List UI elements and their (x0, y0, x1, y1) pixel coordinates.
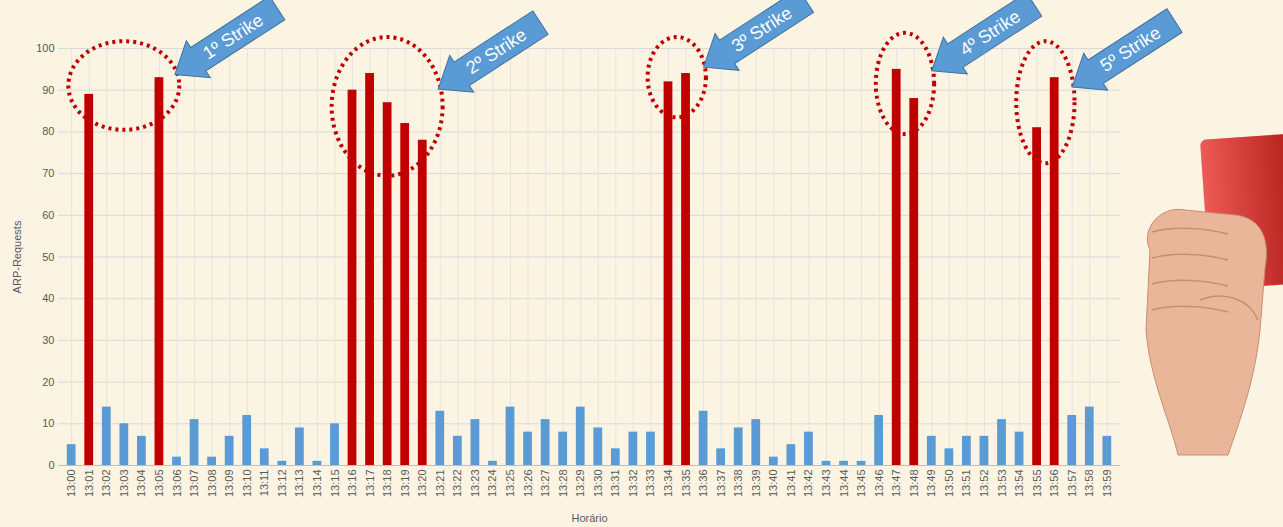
svg-text:13:31: 13:31 (609, 470, 621, 498)
svg-text:13:59: 13:59 (1101, 470, 1113, 498)
svg-text:13:01: 13:01 (83, 470, 95, 498)
svg-text:13:23: 13:23 (469, 470, 481, 498)
svg-text:13:05: 13:05 (153, 470, 165, 498)
svg-text:13:53: 13:53 (996, 470, 1008, 498)
svg-text:13:49: 13:49 (925, 470, 937, 498)
svg-text:13:33: 13:33 (644, 470, 656, 498)
svg-text:13:06: 13:06 (171, 470, 183, 498)
svg-text:60: 60 (42, 209, 54, 221)
svg-text:13:57: 13:57 (1066, 470, 1078, 498)
svg-text:4º Strike: 4º Strike (956, 6, 1024, 60)
svg-text:13:54: 13:54 (1013, 470, 1025, 498)
svg-text:ARP-Requests: ARP-Requests (11, 220, 23, 293)
svg-text:13:07: 13:07 (188, 470, 200, 498)
svg-text:Horário: Horário (571, 512, 607, 524)
svg-text:13:48: 13:48 (908, 470, 920, 498)
svg-text:13:21: 13:21 (434, 470, 446, 498)
svg-text:13:03: 13:03 (118, 470, 130, 498)
svg-text:100: 100 (36, 42, 54, 54)
svg-text:13:17: 13:17 (364, 470, 376, 498)
svg-text:13:25: 13:25 (504, 470, 516, 498)
svg-text:13:42: 13:42 (802, 470, 814, 498)
svg-text:13:43: 13:43 (820, 470, 832, 498)
svg-text:13:18: 13:18 (381, 470, 393, 498)
svg-text:3º Strike: 3º Strike (728, 3, 796, 57)
svg-text:30: 30 (42, 334, 54, 346)
svg-text:13:27: 13:27 (539, 470, 551, 498)
svg-text:13:12: 13:12 (276, 470, 288, 498)
svg-text:13:20: 13:20 (416, 470, 428, 498)
svg-text:10: 10 (42, 417, 54, 429)
svg-text:13:46: 13:46 (873, 470, 885, 498)
svg-text:13:34: 13:34 (662, 470, 674, 498)
svg-text:13:56: 13:56 (1048, 470, 1060, 498)
svg-text:13:30: 13:30 (592, 470, 604, 498)
svg-text:13:09: 13:09 (223, 470, 235, 498)
svg-text:13:26: 13:26 (522, 470, 534, 498)
svg-text:13:19: 13:19 (399, 470, 411, 498)
svg-text:13:50: 13:50 (943, 470, 955, 498)
svg-text:13:52: 13:52 (978, 470, 990, 498)
svg-text:13:10: 13:10 (241, 470, 253, 498)
svg-text:13:00: 13:00 (65, 470, 77, 498)
svg-text:13:02: 13:02 (100, 470, 112, 498)
svg-text:5º Strike: 5º Strike (1097, 22, 1165, 76)
svg-text:13:36: 13:36 (697, 470, 709, 498)
svg-text:13:13: 13:13 (293, 470, 305, 498)
svg-text:13:15: 13:15 (328, 470, 340, 498)
svg-text:13:39: 13:39 (750, 470, 762, 498)
svg-text:13:35: 13:35 (680, 470, 692, 498)
svg-text:13:47: 13:47 (890, 470, 902, 498)
svg-text:13:16: 13:16 (346, 470, 358, 498)
svg-text:13:14: 13:14 (311, 470, 323, 498)
svg-text:13:24: 13:24 (486, 470, 498, 498)
svg-text:80: 80 (42, 125, 54, 137)
svg-text:13:11: 13:11 (258, 470, 270, 497)
svg-text:13:28: 13:28 (557, 470, 569, 498)
svg-text:90: 90 (42, 84, 54, 96)
svg-text:70: 70 (42, 167, 54, 179)
svg-text:13:22: 13:22 (451, 470, 463, 498)
svg-text:13:45: 13:45 (855, 470, 867, 498)
svg-text:13:37: 13:37 (715, 470, 727, 498)
svg-text:13:40: 13:40 (767, 470, 779, 498)
svg-text:13:04: 13:04 (135, 470, 147, 498)
svg-text:2º Strike: 2º Strike (463, 24, 531, 78)
svg-text:13:58: 13:58 (1083, 470, 1095, 498)
svg-text:13:41: 13:41 (785, 470, 797, 498)
svg-text:13:44: 13:44 (838, 470, 850, 498)
svg-text:50: 50 (42, 251, 54, 263)
svg-text:13:29: 13:29 (574, 470, 586, 498)
svg-text:20: 20 (42, 376, 54, 388)
svg-text:13:32: 13:32 (627, 470, 639, 498)
svg-text:0: 0 (48, 459, 54, 471)
svg-text:13:55: 13:55 (1031, 470, 1043, 498)
svg-text:13:38: 13:38 (732, 470, 744, 498)
svg-text:13:51: 13:51 (960, 470, 972, 498)
svg-text:40: 40 (42, 292, 54, 304)
svg-text:1º Strike: 1º Strike (199, 10, 267, 64)
svg-text:13:08: 13:08 (206, 470, 218, 498)
